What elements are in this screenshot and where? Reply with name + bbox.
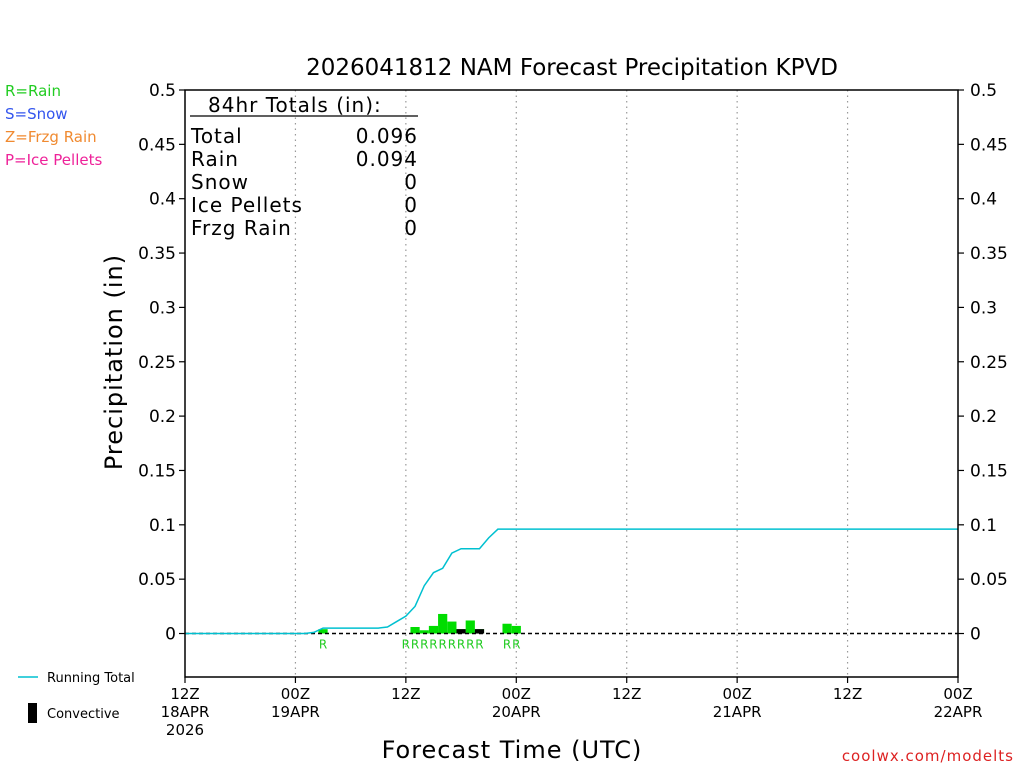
convective-legend-label: Convective — [47, 707, 120, 722]
y-tick-label-right-1: 0.05 — [970, 570, 1008, 590]
y-tick-label-left-8: 0.4 — [149, 190, 176, 210]
precip-bar-1 — [410, 626, 420, 634]
x-tick-label-3-1: 20APR — [492, 703, 541, 721]
grid-lines — [294, 90, 849, 677]
x-tick-label-1-1: 19APR — [271, 703, 320, 721]
precip-type-marker-1: R — [402, 638, 410, 652]
totals-row-name-2: Snow — [191, 170, 249, 194]
type-legend-item-0: R=Rain — [5, 82, 61, 100]
precip-bar-7 — [465, 620, 475, 634]
precip-bar-4 — [438, 613, 448, 634]
precip-bar-2 — [419, 630, 429, 634]
y-tick-label-left-1: 0.05 — [138, 570, 176, 590]
convective-bar-0 — [456, 629, 466, 634]
type-legend-item-3: P=Ice Pellets — [5, 151, 102, 169]
x-tick-label-0-0: 12Z — [170, 685, 199, 703]
x-tick-label-2-0: 12Z — [391, 685, 420, 703]
y-tick-label-right-10: 0.5 — [970, 81, 997, 101]
x-tick-label-4-0: 12Z — [612, 685, 641, 703]
precip-type-marker-7: R — [457, 638, 465, 652]
y-tick-label-right-4: 0.2 — [970, 407, 997, 427]
x-tick-label-5-1: 21APR — [713, 703, 762, 721]
x-tick-label-7-0: 00Z — [943, 685, 972, 703]
totals-row-value-2: 0 — [404, 170, 418, 194]
running-total-line — [185, 528, 958, 635]
type-legend-item-1: S=Snow — [5, 105, 68, 123]
y-tick-label-right-9: 0.45 — [970, 135, 1008, 155]
totals-row-value-3: 0 — [404, 193, 418, 217]
y-tick-label-left-3: 0.15 — [138, 461, 176, 481]
totals-row-name-0: Total — [190, 124, 243, 148]
y-tick-label-right-8: 0.4 — [970, 190, 997, 210]
totals-row-name-1: Rain — [191, 147, 239, 171]
convective-bar-1 — [474, 629, 485, 634]
precip-type-marker-9: R — [475, 638, 483, 652]
x-tick-label-0-1: 18APR — [161, 703, 210, 721]
precip-bar-9 — [502, 623, 512, 634]
y-tick-label-right-5: 0.25 — [970, 353, 1008, 373]
chart-title: 2026041812 NAM Forecast Precipitation KP… — [306, 55, 838, 81]
precip-type-marker-2: R — [411, 638, 419, 652]
precip-bar-3 — [428, 625, 439, 634]
convective-bars — [456, 629, 485, 634]
totals-row-value-0: 0.096 — [356, 124, 418, 148]
convective-swatch — [28, 703, 37, 723]
precip-type-marker-0: R — [319, 638, 327, 652]
type-legend-item-2: Z=Frzg Rain — [5, 128, 97, 146]
precip-type-marker-3: R — [420, 638, 428, 652]
y-tick-label-left-5: 0.25 — [138, 353, 176, 373]
precip-type-marker-10: R — [503, 638, 511, 652]
y-tick-label-left-6: 0.3 — [149, 298, 176, 318]
x-tick-label-5-0: 00Z — [722, 685, 751, 703]
y-tick-label-right-0: 0 — [970, 625, 981, 645]
x-tick-label-0-2: 2026 — [166, 721, 204, 739]
y-tick-label-left-7: 0.35 — [138, 244, 176, 264]
y-tick-label-left-10: 0.5 — [149, 81, 176, 101]
y-tick-label-left-9: 0.45 — [138, 135, 176, 155]
plot-frame — [184, 89, 959, 678]
running-total-legend-label: Running Total — [47, 671, 135, 686]
precip-bar-0 — [318, 629, 328, 634]
precip-type-legend: R=Rain S=Snow Z=Frzg Rain P=Ice Pellets — [5, 82, 102, 169]
y-axis-right: 0 0.05 0.1 0.15 0.2 0.25 0.3 0.35 0.4 0.45 0.5 — [958, 81, 1008, 645]
precip-bar-10 — [511, 625, 521, 634]
credit-text: coolwx.com/modelts — [842, 747, 1014, 765]
x-tick-label-7-1: 22APR — [934, 703, 983, 721]
x-axis-title: Forecast Time (UTC) — [382, 736, 643, 764]
precip-type-marker-6: R — [448, 638, 456, 652]
precip-bars — [318, 613, 521, 634]
precip-type-marker-11: R — [512, 638, 520, 652]
x-tick-label-3-0: 00Z — [502, 685, 531, 703]
x-tick-label-6-0: 12Z — [833, 685, 862, 703]
y-tick-label-left-0: 0 — [165, 625, 176, 645]
precip-type-marker-5: R — [438, 638, 446, 652]
y-tick-label-right-7: 0.35 — [970, 244, 1008, 264]
x-tick-label-1-0: 00Z — [281, 685, 310, 703]
totals-row-value-1: 0.094 — [356, 147, 418, 171]
totals-row-value-4: 0 — [404, 216, 418, 240]
totals-heading: 84hr Totals (in): — [208, 93, 382, 117]
y-axis-title: Precipitation (in) — [100, 254, 128, 470]
y-tick-label-right-3: 0.15 — [970, 461, 1008, 481]
y-tick-label-left-2: 0.1 — [149, 516, 176, 536]
y-tick-label-right-2: 0.1 — [970, 516, 997, 536]
precip-type-marker-4: R — [429, 638, 437, 652]
y-tick-label-right-6: 0.3 — [970, 298, 997, 318]
precip-bar-5 — [447, 621, 457, 634]
y-tick-label-left-4: 0.2 — [149, 407, 176, 427]
y-axis-left: 0 0.05 0.1 0.15 0.2 0.25 0.3 0.35 0.4 0.45 0.5 — [138, 81, 185, 645]
series-legend: Running Total Convective — [18, 671, 135, 723]
totals-row-name-4: Frzg Rain — [191, 216, 292, 240]
precip-type-marker-8: R — [466, 638, 474, 652]
totals-row-name-3: Ice Pellets — [191, 193, 303, 217]
totals-box: 84hr Totals (in): Total 0.096 Rain 0.094 Snow… — [190, 93, 418, 240]
